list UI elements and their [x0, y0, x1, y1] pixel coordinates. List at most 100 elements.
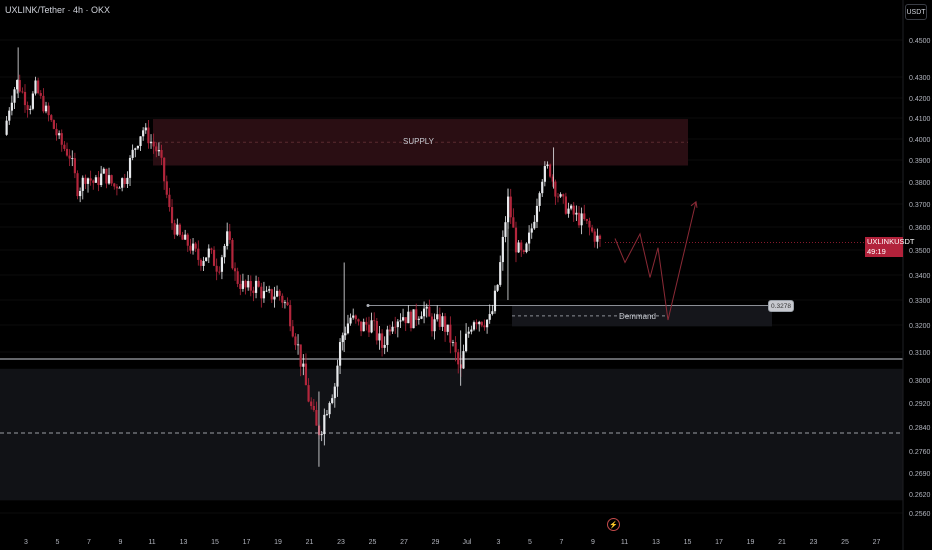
x-tick-label: 27: [873, 539, 881, 546]
candle-body: [349, 317, 352, 324]
candle-body: [181, 234, 184, 240]
candle-body: [462, 351, 465, 369]
candle-body: [480, 321, 483, 326]
candle-body: [55, 128, 58, 136]
y-tick-label: 0.3000: [909, 378, 931, 385]
candle-body: [501, 236, 504, 263]
candle-body: [126, 177, 129, 184]
candle-body: [320, 434, 323, 436]
candle-body: [47, 105, 50, 116]
x-tick-label: 7: [87, 539, 91, 546]
y-tick-label: 0.2690: [909, 471, 931, 478]
x-tick-label: 19: [274, 539, 282, 546]
candle-body: [197, 248, 200, 260]
candle-body: [370, 320, 373, 333]
candle-body: [29, 108, 32, 110]
candle-body: [407, 311, 410, 324]
x-tick-label: 3: [24, 539, 28, 546]
candle-body: [231, 239, 234, 269]
candle-body: [399, 320, 402, 322]
candle-body: [252, 290, 255, 293]
candle-body: [131, 149, 134, 158]
candle-body: [312, 405, 315, 411]
candle-body: [249, 281, 252, 291]
candle-body: [517, 242, 520, 253]
candle-body: [549, 164, 552, 177]
candle-body: [362, 321, 365, 332]
candle-body: [446, 324, 449, 332]
candle-body: [583, 213, 586, 220]
candle-body: [304, 363, 308, 386]
candle-body: [176, 224, 179, 235]
candle-body: [559, 194, 562, 197]
y-tick-label: 0.3500: [909, 248, 931, 255]
y-tick-label: 0.4000: [909, 137, 931, 144]
candle-body: [331, 398, 334, 404]
candle-body: [522, 250, 525, 253]
y-tick-label: 0.3100: [909, 350, 931, 357]
y-tick-label: 0.2920: [909, 401, 931, 408]
candle-body: [199, 259, 203, 266]
candle-body: [596, 235, 599, 242]
candle-body: [265, 290, 268, 292]
candle-body: [115, 186, 118, 189]
candle-body: [39, 93, 42, 96]
candle-body: [575, 212, 578, 215]
candle-body: [520, 242, 523, 251]
x-tick-label: 25: [369, 539, 377, 546]
candle-body: [68, 155, 71, 159]
candle-body: [451, 342, 455, 343]
candle-body: [257, 280, 260, 287]
candle-body: [134, 148, 137, 150]
candle-body: [291, 326, 294, 337]
candle-body: [367, 324, 371, 333]
y-tick-label: 0.4500: [909, 38, 931, 45]
candle-body: [189, 245, 192, 251]
candle-body: [373, 320, 376, 322]
lightning-icon[interactable]: ⚡: [607, 518, 620, 531]
y-tick-label: 0.3300: [909, 298, 931, 305]
candle-body: [79, 190, 82, 197]
candle-body: [270, 289, 273, 300]
candle-body: [44, 105, 48, 112]
candle-body: [110, 175, 113, 184]
candle-body: [289, 305, 292, 327]
candle-body: [443, 316, 447, 332]
y-tick-label: 0.3400: [909, 273, 931, 280]
demand-zone-label: Demmand: [619, 312, 656, 321]
x-tick-label: 21: [778, 539, 786, 546]
candle-body: [60, 133, 63, 145]
currency-unit-button[interactable]: USDT: [905, 4, 927, 20]
candle-body: [415, 309, 418, 320]
candle-body: [467, 331, 470, 334]
candle-body: [299, 344, 302, 367]
candle-body: [315, 410, 318, 426]
candle-body: [409, 311, 413, 329]
candle-body: [475, 322, 478, 325]
candle-body: [107, 175, 111, 184]
x-tick-label: 21: [306, 539, 314, 546]
x-tick-label: 11: [621, 539, 628, 546]
candle-body: [262, 291, 266, 299]
x-tick-label: 15: [684, 539, 692, 546]
candle-body: [65, 148, 69, 156]
candle-body: [543, 166, 546, 182]
countdown-label: 49:19: [867, 247, 886, 256]
candle-body: [84, 177, 87, 184]
demand-anchor-dot: [366, 304, 370, 307]
candle-body: [236, 271, 239, 284]
candle-body: [404, 317, 407, 324]
y-tick-label: 0.4100: [909, 116, 931, 123]
candle-body: [478, 321, 481, 325]
candle-body: [268, 289, 271, 291]
candle-body: [328, 403, 331, 415]
candle-body: [118, 187, 121, 189]
candle-body: [52, 120, 55, 129]
candle-body: [488, 314, 491, 320]
y-tick-label: 0.4200: [909, 96, 931, 103]
candle-body: [186, 234, 189, 246]
y-tick-label: 0.3900: [909, 158, 931, 165]
x-tick-label: 5: [56, 539, 60, 546]
candle-body: [273, 296, 276, 300]
